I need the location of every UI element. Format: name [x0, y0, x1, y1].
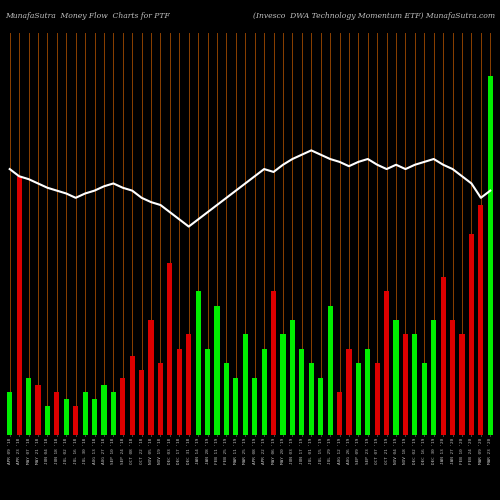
Text: (Invesco  DWA Technology Momentum ETF) MunafaSutra.com: (Invesco DWA Technology Momentum ETF) Mu…: [253, 12, 495, 20]
Bar: [36, 384, 41, 435]
Bar: [196, 291, 201, 435]
Bar: [16, 176, 21, 435]
Bar: [45, 406, 50, 435]
Bar: [440, 277, 446, 435]
Bar: [168, 262, 172, 435]
Bar: [82, 392, 87, 435]
Bar: [64, 399, 69, 435]
Bar: [252, 378, 258, 435]
Bar: [214, 306, 220, 435]
Bar: [488, 76, 493, 435]
Bar: [299, 349, 304, 435]
Bar: [374, 363, 380, 435]
Bar: [469, 234, 474, 435]
Bar: [130, 356, 135, 435]
Bar: [271, 291, 276, 435]
Bar: [205, 349, 210, 435]
Bar: [422, 363, 427, 435]
Bar: [186, 334, 192, 435]
Bar: [431, 320, 436, 435]
Bar: [7, 392, 12, 435]
Bar: [111, 392, 116, 435]
Bar: [318, 378, 324, 435]
Bar: [450, 320, 455, 435]
Bar: [365, 349, 370, 435]
Bar: [120, 378, 126, 435]
Bar: [328, 306, 332, 435]
Bar: [242, 334, 248, 435]
Bar: [384, 291, 389, 435]
Bar: [54, 392, 60, 435]
Bar: [139, 370, 144, 435]
Bar: [478, 205, 484, 435]
Bar: [158, 363, 163, 435]
Bar: [460, 334, 464, 435]
Bar: [356, 363, 361, 435]
Bar: [92, 399, 97, 435]
Bar: [26, 378, 31, 435]
Bar: [403, 334, 408, 435]
Bar: [176, 349, 182, 435]
Bar: [337, 392, 342, 435]
Text: MunafaSutra  Money Flow  Charts for PTF: MunafaSutra Money Flow Charts for PTF: [5, 12, 170, 20]
Bar: [224, 363, 229, 435]
Bar: [412, 334, 418, 435]
Bar: [346, 349, 352, 435]
Bar: [394, 320, 398, 435]
Bar: [262, 349, 266, 435]
Bar: [308, 363, 314, 435]
Bar: [73, 406, 78, 435]
Bar: [234, 378, 238, 435]
Bar: [290, 320, 295, 435]
Bar: [102, 384, 106, 435]
Bar: [280, 334, 285, 435]
Bar: [148, 320, 154, 435]
